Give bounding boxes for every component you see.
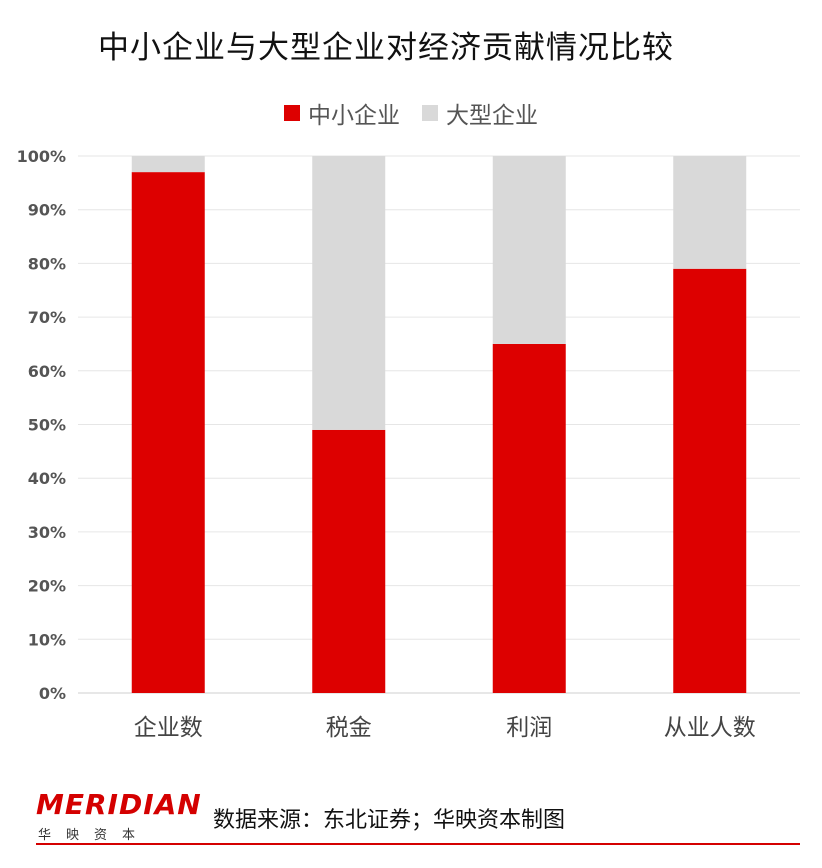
x-tick-label: 从业人数 (664, 715, 756, 741)
y-tick-label: 70% (28, 308, 66, 327)
legend: 中小企业 大型企业 (0, 96, 822, 130)
stacked-bar-chart: 0% 10% 20% 30% 40% 50% 60% 70% 80% 90% 100% 企业数 税金 利润… (17, 147, 800, 741)
y-tick-label: 90% (28, 201, 66, 220)
y-tick-label: 0% (39, 684, 66, 703)
y-tick-label: 60% (28, 362, 66, 381)
legend-swatch-sme (284, 105, 300, 121)
bar-large (312, 156, 386, 430)
footer-divider (36, 843, 800, 845)
x-tick-label: 税金 (326, 715, 372, 741)
bar-sme (312, 429, 386, 693)
legend-item-large: 大型企业 (422, 96, 538, 130)
bar-sme (492, 343, 566, 693)
y-tick-label: 100% (17, 147, 66, 166)
y-tick-label: 50% (28, 416, 66, 435)
bar-large (492, 156, 566, 344)
chart-title: 中小企业与大型企业对经济贡献情况比较 (98, 30, 674, 66)
y-tick-label: 10% (28, 630, 66, 649)
bar-large (131, 156, 205, 173)
footer: MERIDIAN 华映资本 数据来源：东北证券；华映资本制图 (0, 780, 822, 860)
source-note: 数据来源：东北证券；华映资本制图 (213, 808, 566, 833)
y-tick-label: 30% (28, 523, 66, 542)
meridian-logo: MERIDIAN (36, 788, 202, 821)
legend-swatch-large (422, 105, 438, 121)
y-tick-label: 20% (28, 577, 66, 596)
legend-label-large: 大型企业 (446, 103, 538, 129)
legend-label-sme: 中小企业 (308, 103, 400, 129)
bar-sme (673, 268, 747, 693)
bar-large (673, 156, 747, 269)
y-tick-label: 80% (28, 254, 66, 273)
legend-item-sme: 中小企业 (284, 96, 400, 130)
x-tick-label: 企业数 (134, 715, 203, 741)
logo-subtitle: 华映资本 (38, 828, 151, 843)
bar-sme (131, 172, 205, 694)
y-tick-label: 40% (28, 469, 66, 488)
x-tick-label: 利润 (506, 715, 552, 741)
